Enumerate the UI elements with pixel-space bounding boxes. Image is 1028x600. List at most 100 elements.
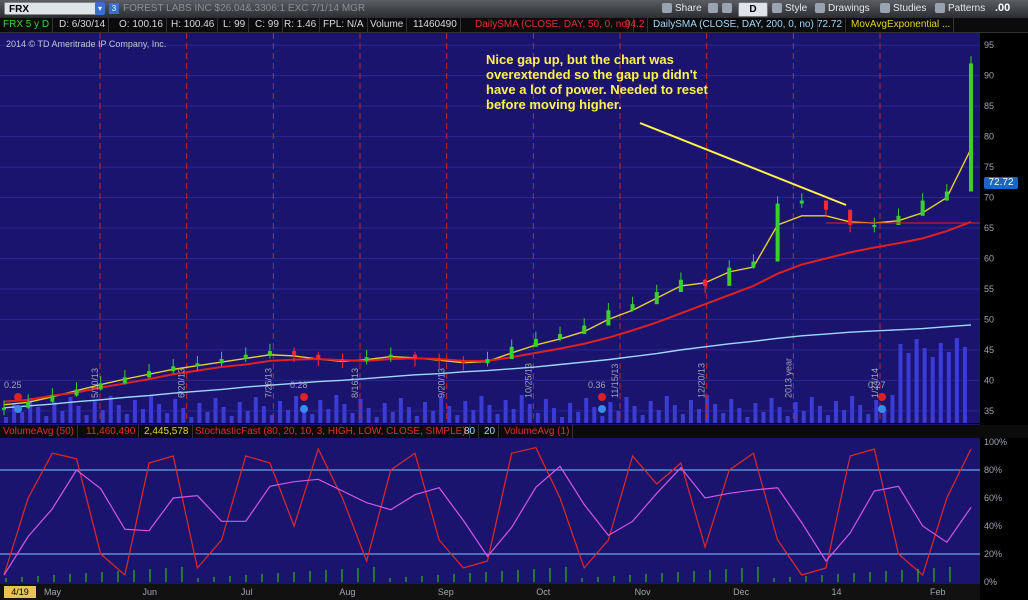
patterns-button[interactable]: Patterns: [935, 1, 985, 16]
study-info-bar: FRX 5 y D D: 6/30/14 O: 100.16 H: 100.46…: [0, 18, 1028, 33]
volume-bar: [423, 402, 428, 423]
symbol-input[interactable]: FRX: [4, 2, 104, 15]
studies-button[interactable]: Studies: [880, 1, 926, 16]
period-label[interactable]: FRX 5 y D: [0, 18, 54, 32]
candle-body: [920, 200, 925, 216]
volume-bar: [600, 416, 605, 423]
volume-bar: [842, 410, 847, 423]
volume-bar: [253, 397, 258, 423]
volume-bar: [866, 414, 871, 423]
volume-bar: [560, 417, 565, 423]
volume-bar: [535, 413, 540, 423]
volume-bar: [157, 404, 162, 423]
top-toolbar: FRX ▾ 3 FOREST LABS INC $26.04&.3306:1 E…: [0, 0, 1028, 19]
stoch-k-line: [3, 446, 972, 577]
volume-bar: [576, 412, 581, 423]
volume-bar: [825, 415, 830, 423]
stochastic-chart[interactable]: 100% 80% 60% 40% 20% 0% May Jun Jul Aug Sep Oct Nov…: [0, 424, 1028, 600]
style-button[interactable]: Style: [772, 1, 807, 16]
volume-bar: [76, 406, 81, 423]
candle-body: [98, 383, 103, 390]
ema-label[interactable]: MovAvgExponential ...: [848, 18, 955, 32]
volume-bar: [261, 406, 266, 423]
volume-bar: [447, 406, 452, 423]
candle-body: [412, 354, 417, 360]
volume-label[interactable]: Volume: [367, 18, 408, 32]
dividend-icon: [598, 393, 606, 401]
crosshair-icon: [722, 3, 732, 14]
candle-body: [606, 310, 611, 326]
candle-body: [147, 371, 152, 378]
sma50-value: 94.2: [622, 18, 649, 32]
volavg1-label[interactable]: VolumeAvg (1): [501, 425, 574, 438]
y-tick-label: 95: [984, 40, 994, 50]
sma50-label[interactable]: DailySMA (CLOSE, DAY, 50, 0, no): [472, 18, 635, 32]
symbol-link-icon[interactable]: 3: [109, 3, 119, 14]
stoch-d-line: [3, 465, 972, 576]
month-label: Sep: [438, 587, 454, 597]
volume-bar: [318, 400, 323, 423]
wrench-icon: [708, 3, 718, 14]
volume-bar: [922, 348, 927, 423]
volume-bar: [511, 409, 516, 423]
volavg-label[interactable]: VolumeAvg (50): [0, 425, 78, 438]
volume-bar: [761, 412, 766, 423]
last-price-tag: 72.72: [984, 177, 1018, 189]
drawings-button[interactable]: Drawings: [815, 1, 870, 16]
share-button[interactable]: Share: [662, 1, 702, 16]
volume-bar: [36, 407, 41, 423]
volume-bar: [640, 415, 645, 423]
stochastic-axis-background: [980, 424, 1028, 600]
dividend-icon: [878, 393, 886, 401]
volume-bar: [680, 414, 685, 423]
volume-bar: [495, 414, 500, 423]
candle-body: [558, 334, 563, 339]
y-tick-label: 90: [984, 71, 994, 81]
month-label: Oct: [536, 587, 551, 597]
volume-bar: [463, 401, 468, 423]
close-value: C: 99: [252, 18, 283, 32]
drawings-icon: [815, 3, 825, 14]
share-label: Share: [675, 3, 702, 14]
volume-bar: [809, 397, 814, 423]
volume-bar: [439, 397, 444, 423]
volume-bar: [632, 406, 637, 423]
candle-body: [74, 389, 79, 396]
volume-bar: [624, 397, 629, 423]
crosshair-button[interactable]: [722, 1, 735, 16]
y-tick-label: 75: [984, 162, 994, 172]
price-axis-background: [980, 33, 1028, 423]
earnings-icon: [878, 405, 886, 413]
vol2-value: 2,445,578: [141, 425, 193, 438]
price-chart[interactable]: 35 40 45 50 55 60 65 70 75 80 85 90 95 5/10/13 6/20/1…: [0, 33, 1028, 423]
volume-bar: [431, 411, 436, 423]
volume-bar: [616, 411, 621, 423]
volume-bar: [648, 401, 653, 423]
volume-bar: [213, 398, 218, 423]
symbol-dropdown-icon[interactable]: ▾: [95, 2, 105, 15]
timeframe-dropdown[interactable]: D: [738, 2, 768, 17]
candle-body: [872, 224, 877, 227]
open-value: O: 100.16: [116, 18, 167, 32]
wrench-button[interactable]: [708, 1, 721, 16]
volume-bar: [132, 400, 137, 423]
volume-bar: [28, 398, 33, 423]
studies-icon: [880, 3, 890, 14]
volume-bar: [237, 402, 242, 423]
candle-body: [969, 63, 973, 192]
candle-body: [944, 191, 949, 201]
volume-bar: [938, 343, 943, 423]
volume-bar: [898, 344, 903, 423]
volume-bar: [140, 409, 145, 423]
dividend-label: 0.25: [4, 380, 22, 390]
volume-bar: [858, 405, 863, 423]
style-icon: [772, 3, 782, 14]
earnings-icon: [300, 405, 308, 413]
volume-bar: [294, 396, 299, 423]
stochastic-label[interactable]: StochasticFast (80, 20, 10, 3, HIGH, LOW…: [192, 425, 470, 438]
candle-body: [437, 359, 442, 362]
date-label: 8/16/13: [350, 368, 360, 398]
company-description: FOREST LABS INC $26.04&.3306:1 EXC 7/1/1…: [123, 3, 366, 14]
volume-bar: [785, 416, 790, 423]
sma200-label[interactable]: DailySMA (CLOSE, DAY, 200, 0, no): [650, 18, 818, 32]
